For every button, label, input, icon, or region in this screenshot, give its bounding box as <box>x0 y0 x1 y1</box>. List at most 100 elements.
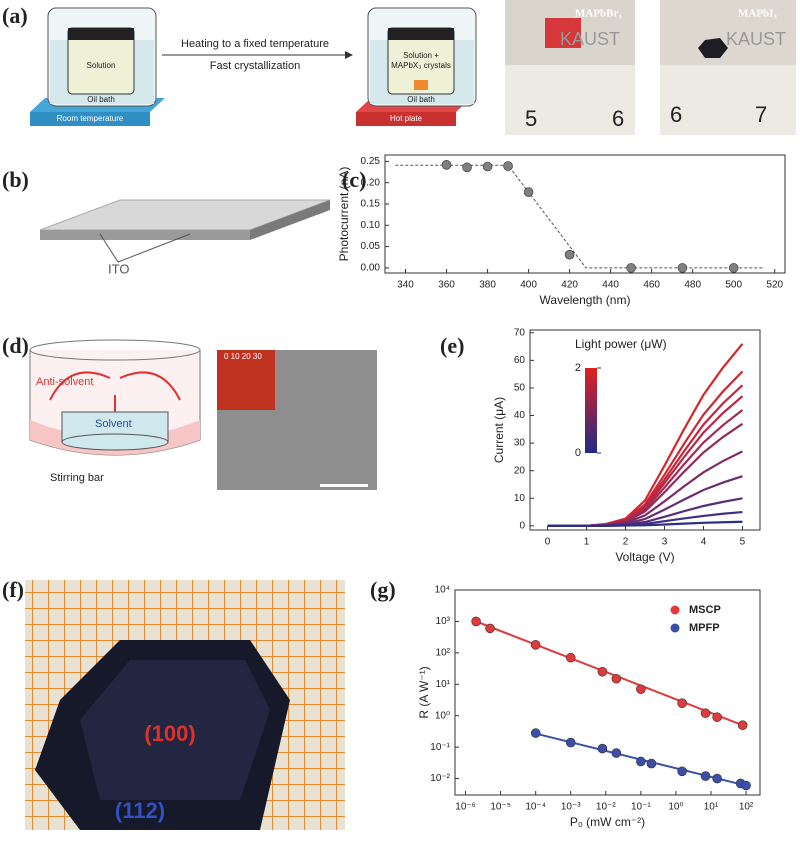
point <box>530 728 541 738</box>
point <box>728 263 739 273</box>
y-tick-label: 40 <box>514 410 526 421</box>
axes-frame <box>454 589 761 796</box>
x-tick-label: 10⁻⁵ <box>490 802 511 813</box>
label: Anti-solvent <box>36 376 93 388</box>
y-tick-label: 0.10 <box>361 220 381 231</box>
point <box>677 766 687 777</box>
label: Oil bath <box>407 95 435 104</box>
label: KAUST <box>560 29 620 49</box>
x-tick-label: 480 <box>684 280 701 291</box>
x-tick-label: 10⁻² <box>596 802 616 813</box>
x-tick-label: 10⁻¹ <box>631 802 651 813</box>
point <box>646 758 657 769</box>
point <box>597 666 608 677</box>
label: Solvent <box>95 418 132 430</box>
point <box>626 263 636 273</box>
y-tick-label: 70 <box>514 327 526 338</box>
label: MAPbX₃ crystals <box>391 61 451 70</box>
y-tick-label: 0.05 <box>361 241 381 252</box>
label: 6 <box>612 106 624 131</box>
y-tick-label: 0.00 <box>361 263 381 274</box>
line <box>547 395 744 527</box>
x-tick-label: 5 <box>740 537 746 548</box>
label: Stirring bar <box>50 472 104 484</box>
x-axis-label: Voltage (V) <box>615 550 674 564</box>
y-tick-label: 50 <box>514 383 526 394</box>
y-tick-label: 60 <box>514 355 526 366</box>
point <box>482 161 493 172</box>
point <box>636 684 646 694</box>
panel-label: (a) <box>2 3 28 28</box>
colorbar-tick-label: 2 <box>575 362 581 374</box>
label: Hot plate <box>390 114 423 123</box>
y-axis-label: R (A W⁻¹) <box>417 666 431 718</box>
line <box>547 520 743 527</box>
point <box>523 187 534 197</box>
label: Fast crystallization <box>210 60 300 72</box>
x-tick-label: 400 <box>520 280 537 291</box>
point <box>677 698 687 709</box>
y-tick-label: 10⁰ <box>435 710 450 721</box>
y-axis-label: Current (μA) <box>492 397 506 463</box>
point <box>636 756 646 767</box>
y-tick-label: 10 <box>514 493 526 504</box>
y-tick-label: 10² <box>436 647 451 658</box>
colorbar-title: Light power (μW) <box>575 337 667 351</box>
point <box>564 249 575 260</box>
x-tick-label: 500 <box>725 280 742 291</box>
x-tick-label: 10⁻³ <box>561 802 581 813</box>
y-tick-label: 10³ <box>436 616 451 627</box>
schematic-b <box>39 199 331 263</box>
x-tick-label: 360 <box>438 280 455 291</box>
axes-frame <box>529 329 761 531</box>
panel-label: (b) <box>2 167 29 192</box>
label: 5 <box>525 106 537 131</box>
legend-label: MSCP <box>689 604 721 616</box>
fit-line <box>395 164 765 269</box>
point <box>503 161 513 171</box>
photo-f <box>25 580 345 830</box>
x-tick-label: 2 <box>623 537 629 548</box>
panel-label: (g) <box>370 577 396 602</box>
point <box>485 623 495 634</box>
label: Solution + <box>403 51 439 60</box>
x-tick-label: 4 <box>701 537 707 548</box>
x-tick-label: 0 <box>545 537 551 548</box>
point <box>712 773 722 784</box>
x-tick-label: 380 <box>479 280 496 291</box>
x-tick-label: 520 <box>766 280 783 291</box>
schematic-a <box>30 0 796 135</box>
x-tick-label: 10⁰ <box>668 802 683 813</box>
panel-label: (f) <box>2 577 24 602</box>
y-tick-label: 20 <box>514 465 526 476</box>
y-tick-label: 10⁻¹ <box>430 742 450 753</box>
x-tick-label: 1 <box>584 537 590 548</box>
label: (112) <box>115 798 165 823</box>
x-tick-label: 10¹ <box>704 802 719 813</box>
point <box>677 263 688 273</box>
legend-marker <box>670 623 680 633</box>
point <box>611 673 622 684</box>
x-tick-label: 10⁻⁶ <box>455 802 476 813</box>
y-tick-label: 10⁴ <box>435 585 450 596</box>
label: KAUST <box>726 29 786 49</box>
label: Heating to a fixed temperature <box>181 38 329 50</box>
point <box>700 771 711 781</box>
point <box>462 162 472 173</box>
x-axis-label: P₀ (mW cm⁻²) <box>570 815 645 829</box>
legend-label: MPFP <box>689 622 720 634</box>
x-tick-label: 420 <box>561 280 578 291</box>
y-tick-label: 0.25 <box>361 156 381 167</box>
label: Room temperature <box>57 114 124 123</box>
point <box>737 720 748 730</box>
point <box>700 708 711 719</box>
schematic-d <box>29 339 377 490</box>
point <box>530 640 541 650</box>
colorbar <box>585 368 597 453</box>
label: (100) <box>144 721 195 746</box>
axes-frame <box>384 154 786 274</box>
x-tick-label: 10⁻⁴ <box>525 802 546 813</box>
x-tick-label: 3 <box>662 537 668 548</box>
label: 6 <box>670 102 682 127</box>
